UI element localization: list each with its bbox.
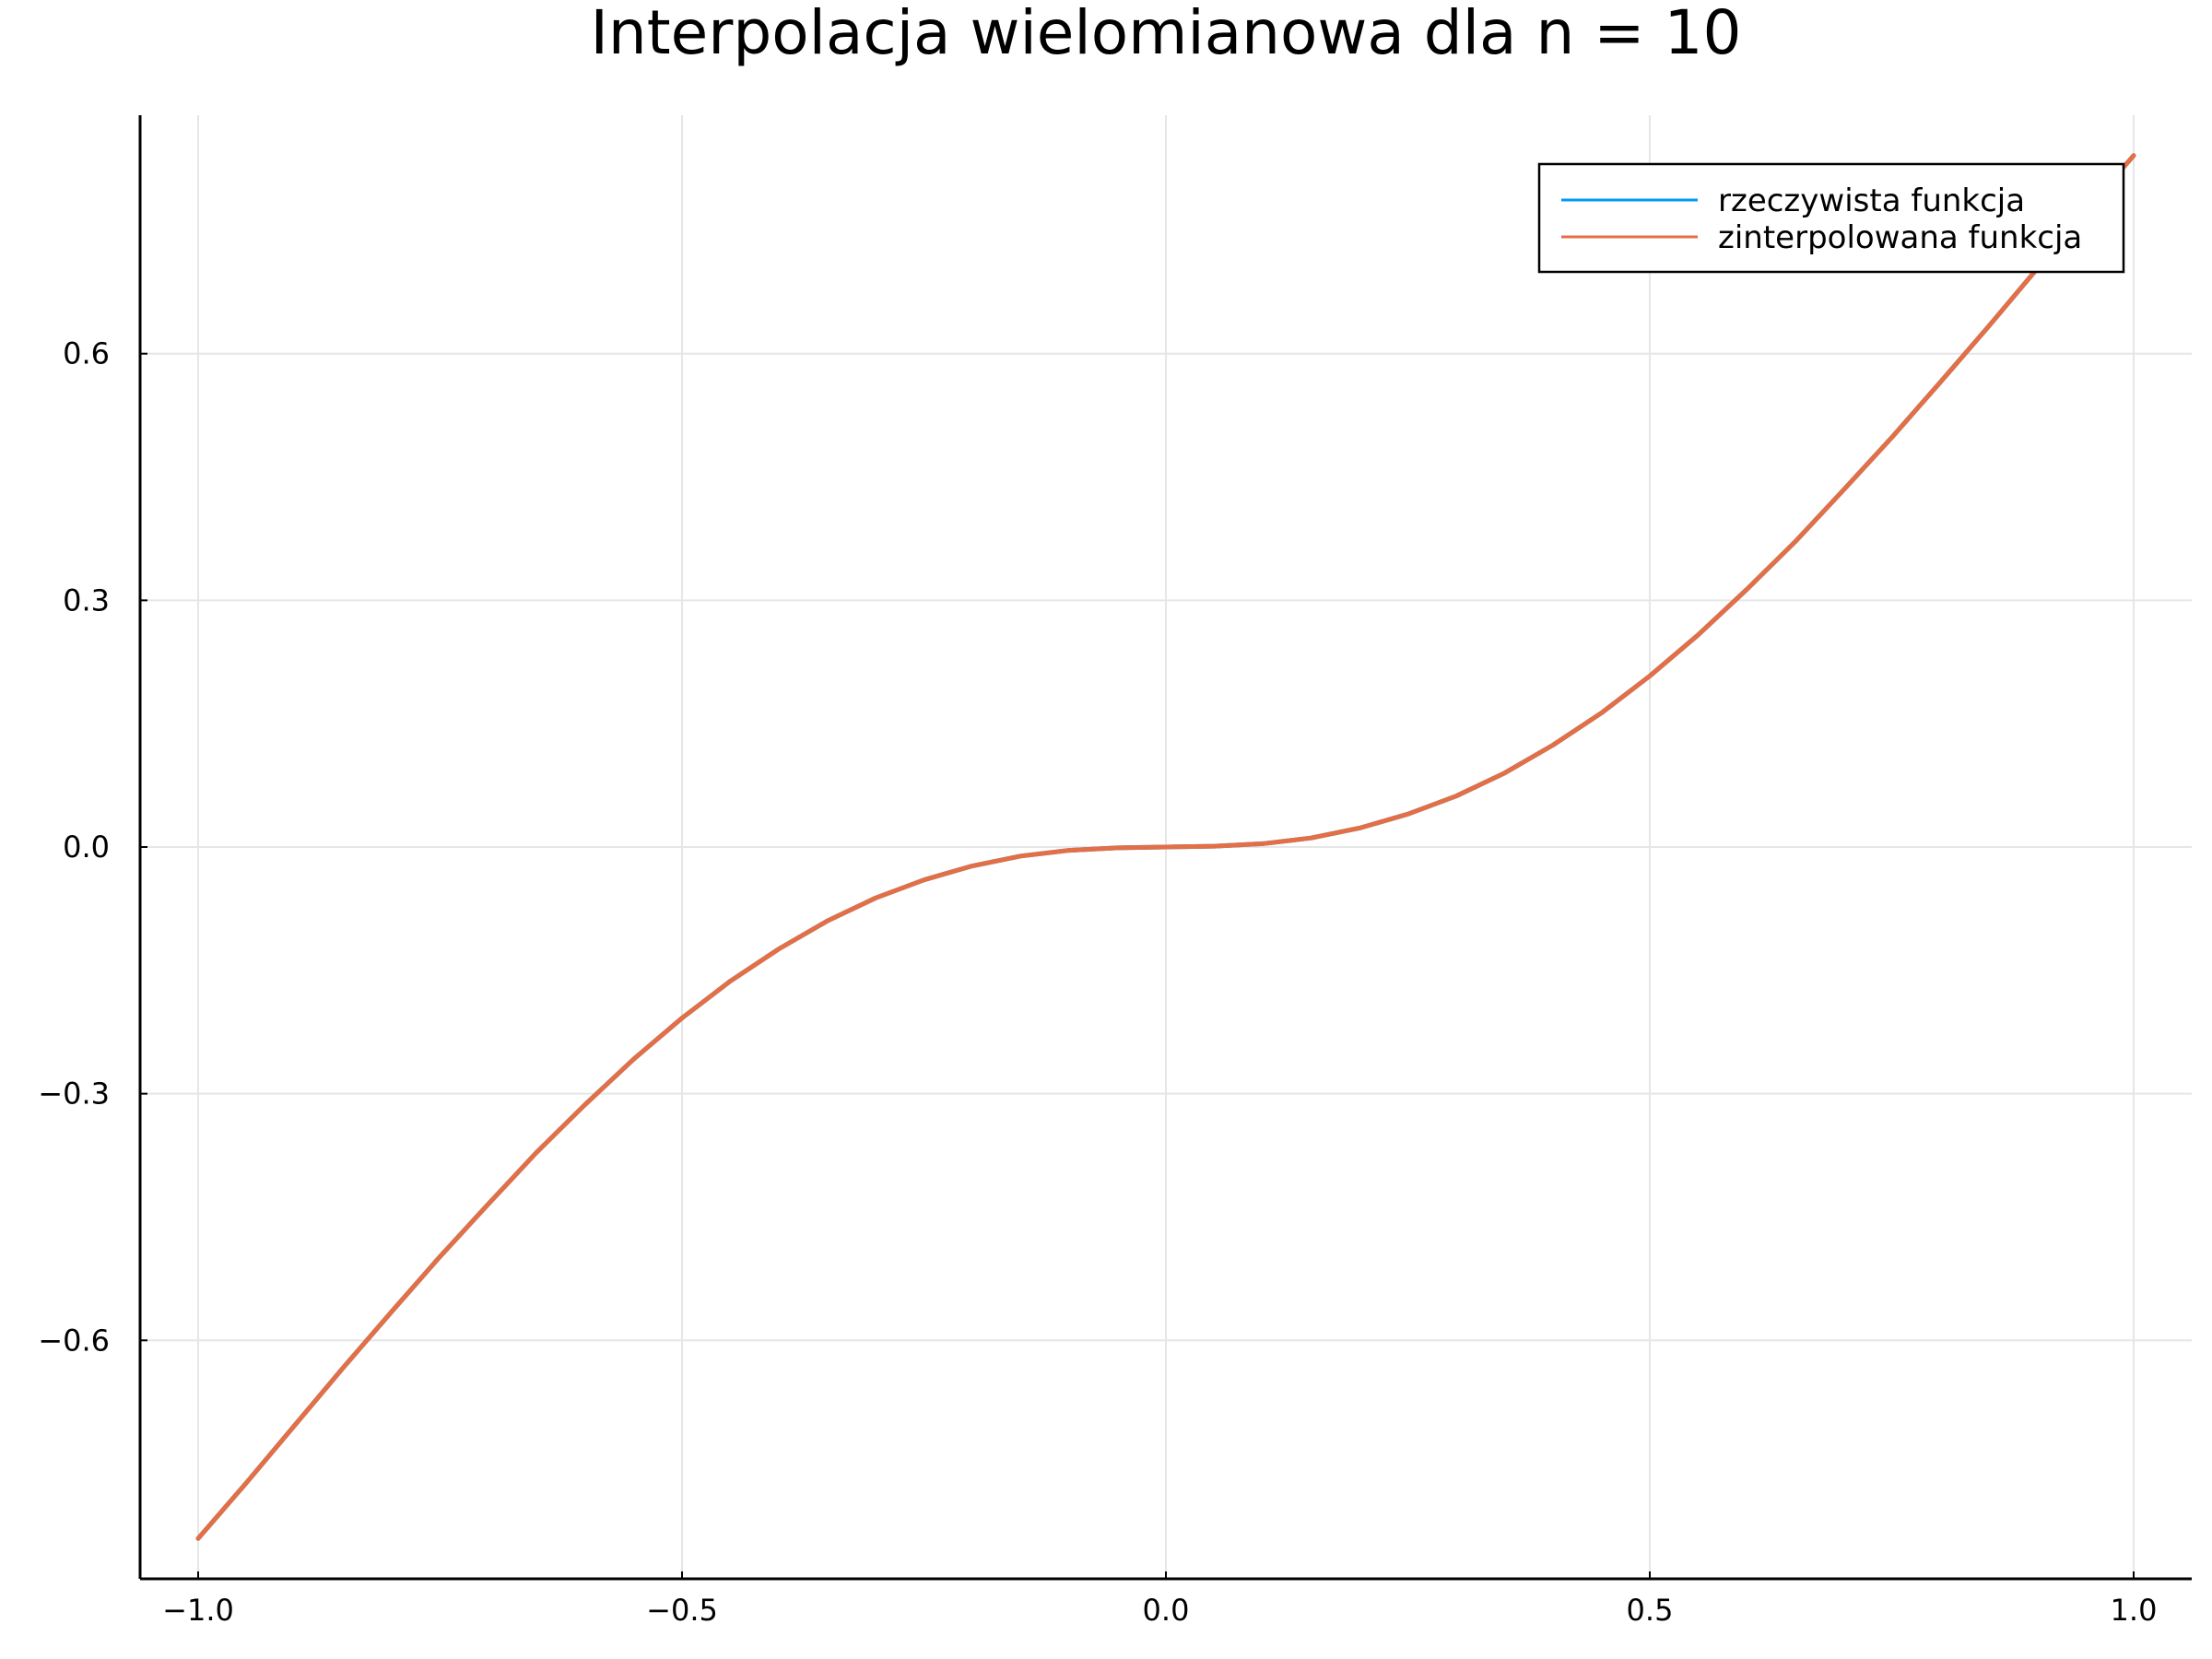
y-tick-label: 0.0 [63,830,110,865]
legend: rzeczywista funkcja zinterpolowana funkc… [1537,162,2125,274]
x-tick-label: −0.5 [646,1593,718,1628]
chart-title: Interpolacja wielomianowa dla n = 10 [590,0,1741,68]
plot-series [195,153,2136,1541]
y-tick-label: 0.3 [63,582,110,618]
legend-label-rzeczywista: rzeczywista funkcja [1718,182,2025,219]
ticks: −1.0 −0.5 0.0 0.5 1.0 −0.6 −0.3 0.0 0.3 0.6 [38,336,2157,1628]
legend-box [1537,162,2125,274]
x-tick-label: 1.0 [2111,1593,2158,1628]
legend-label-zinterpolowana: zinterpolowana funkcja [1718,219,2082,256]
x-tick-label: −1.0 [162,1593,234,1628]
series-line-1 [195,153,2136,1541]
y-tick-label: 0.6 [63,336,110,371]
x-tick-label: 0.0 [1143,1593,1190,1628]
x-tick-label: 0.5 [1627,1593,1674,1628]
y-tick-label: −0.6 [38,1323,110,1358]
y-tick-label: −0.3 [38,1077,110,1112]
